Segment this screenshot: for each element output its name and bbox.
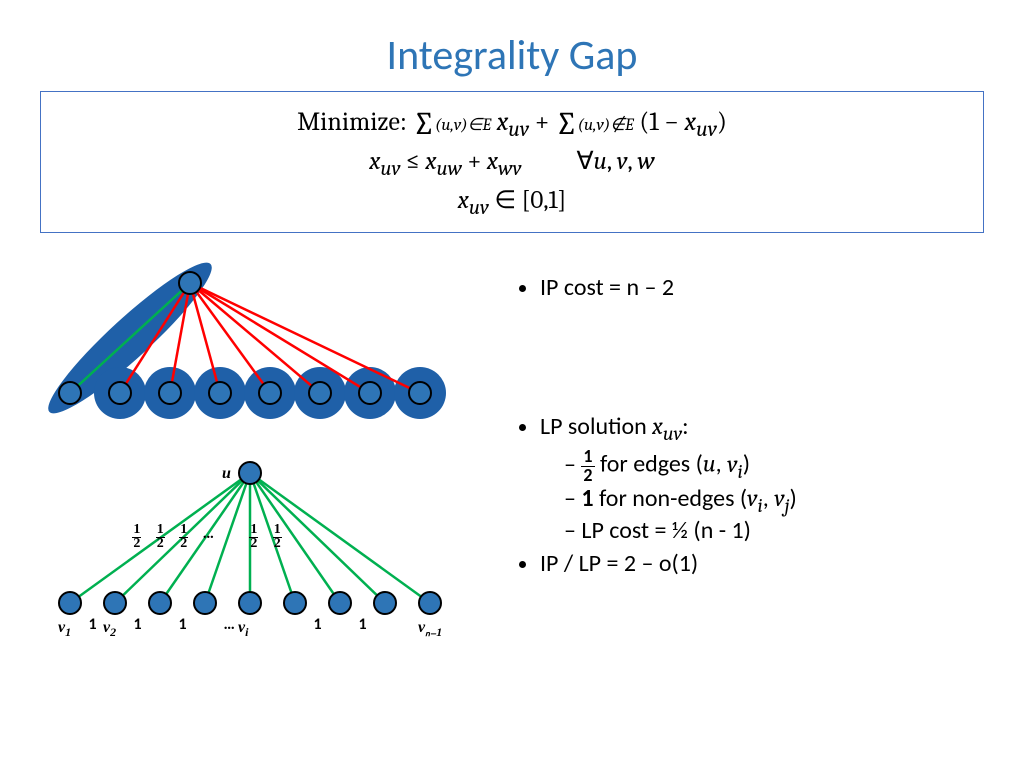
lp-cost-text: LP cost = ½ (n - 1) [564, 516, 1000, 545]
formula-line-3: xuv ∈ [0,1] [51, 184, 973, 222]
formula-line-1: Minimize: ∑(u,v)∈E xuv + ∑(u,v)∉E (1 − x… [51, 98, 973, 145]
ratio-text: IP / LP = 2 – o(1) [540, 549, 1000, 578]
page-title: Integrality Gap [0, 0, 1024, 91]
lp-sub-1: 12 for edges (u, vi) [564, 448, 1000, 483]
formula-box: Minimize: ∑(u,v)∈E xuv + ∑(u,v)∉E (1 − x… [40, 91, 984, 233]
lp-sub-2: 1 for non-edges (vi, vj) [564, 484, 1000, 517]
formula-line-2: xuv ≤ xuw + xwv ∀u, v, w [51, 145, 973, 183]
diagram-2: u121212…1212v1v2vivₙ₋1111…11 [0, 453, 480, 663]
diagram-1 [0, 253, 480, 443]
ip-cost-text: IP cost = n – 2 [540, 273, 1000, 302]
lp-solution-text: LP solution xuv: 12 for edges (u, vi) 1 … [540, 412, 1000, 546]
